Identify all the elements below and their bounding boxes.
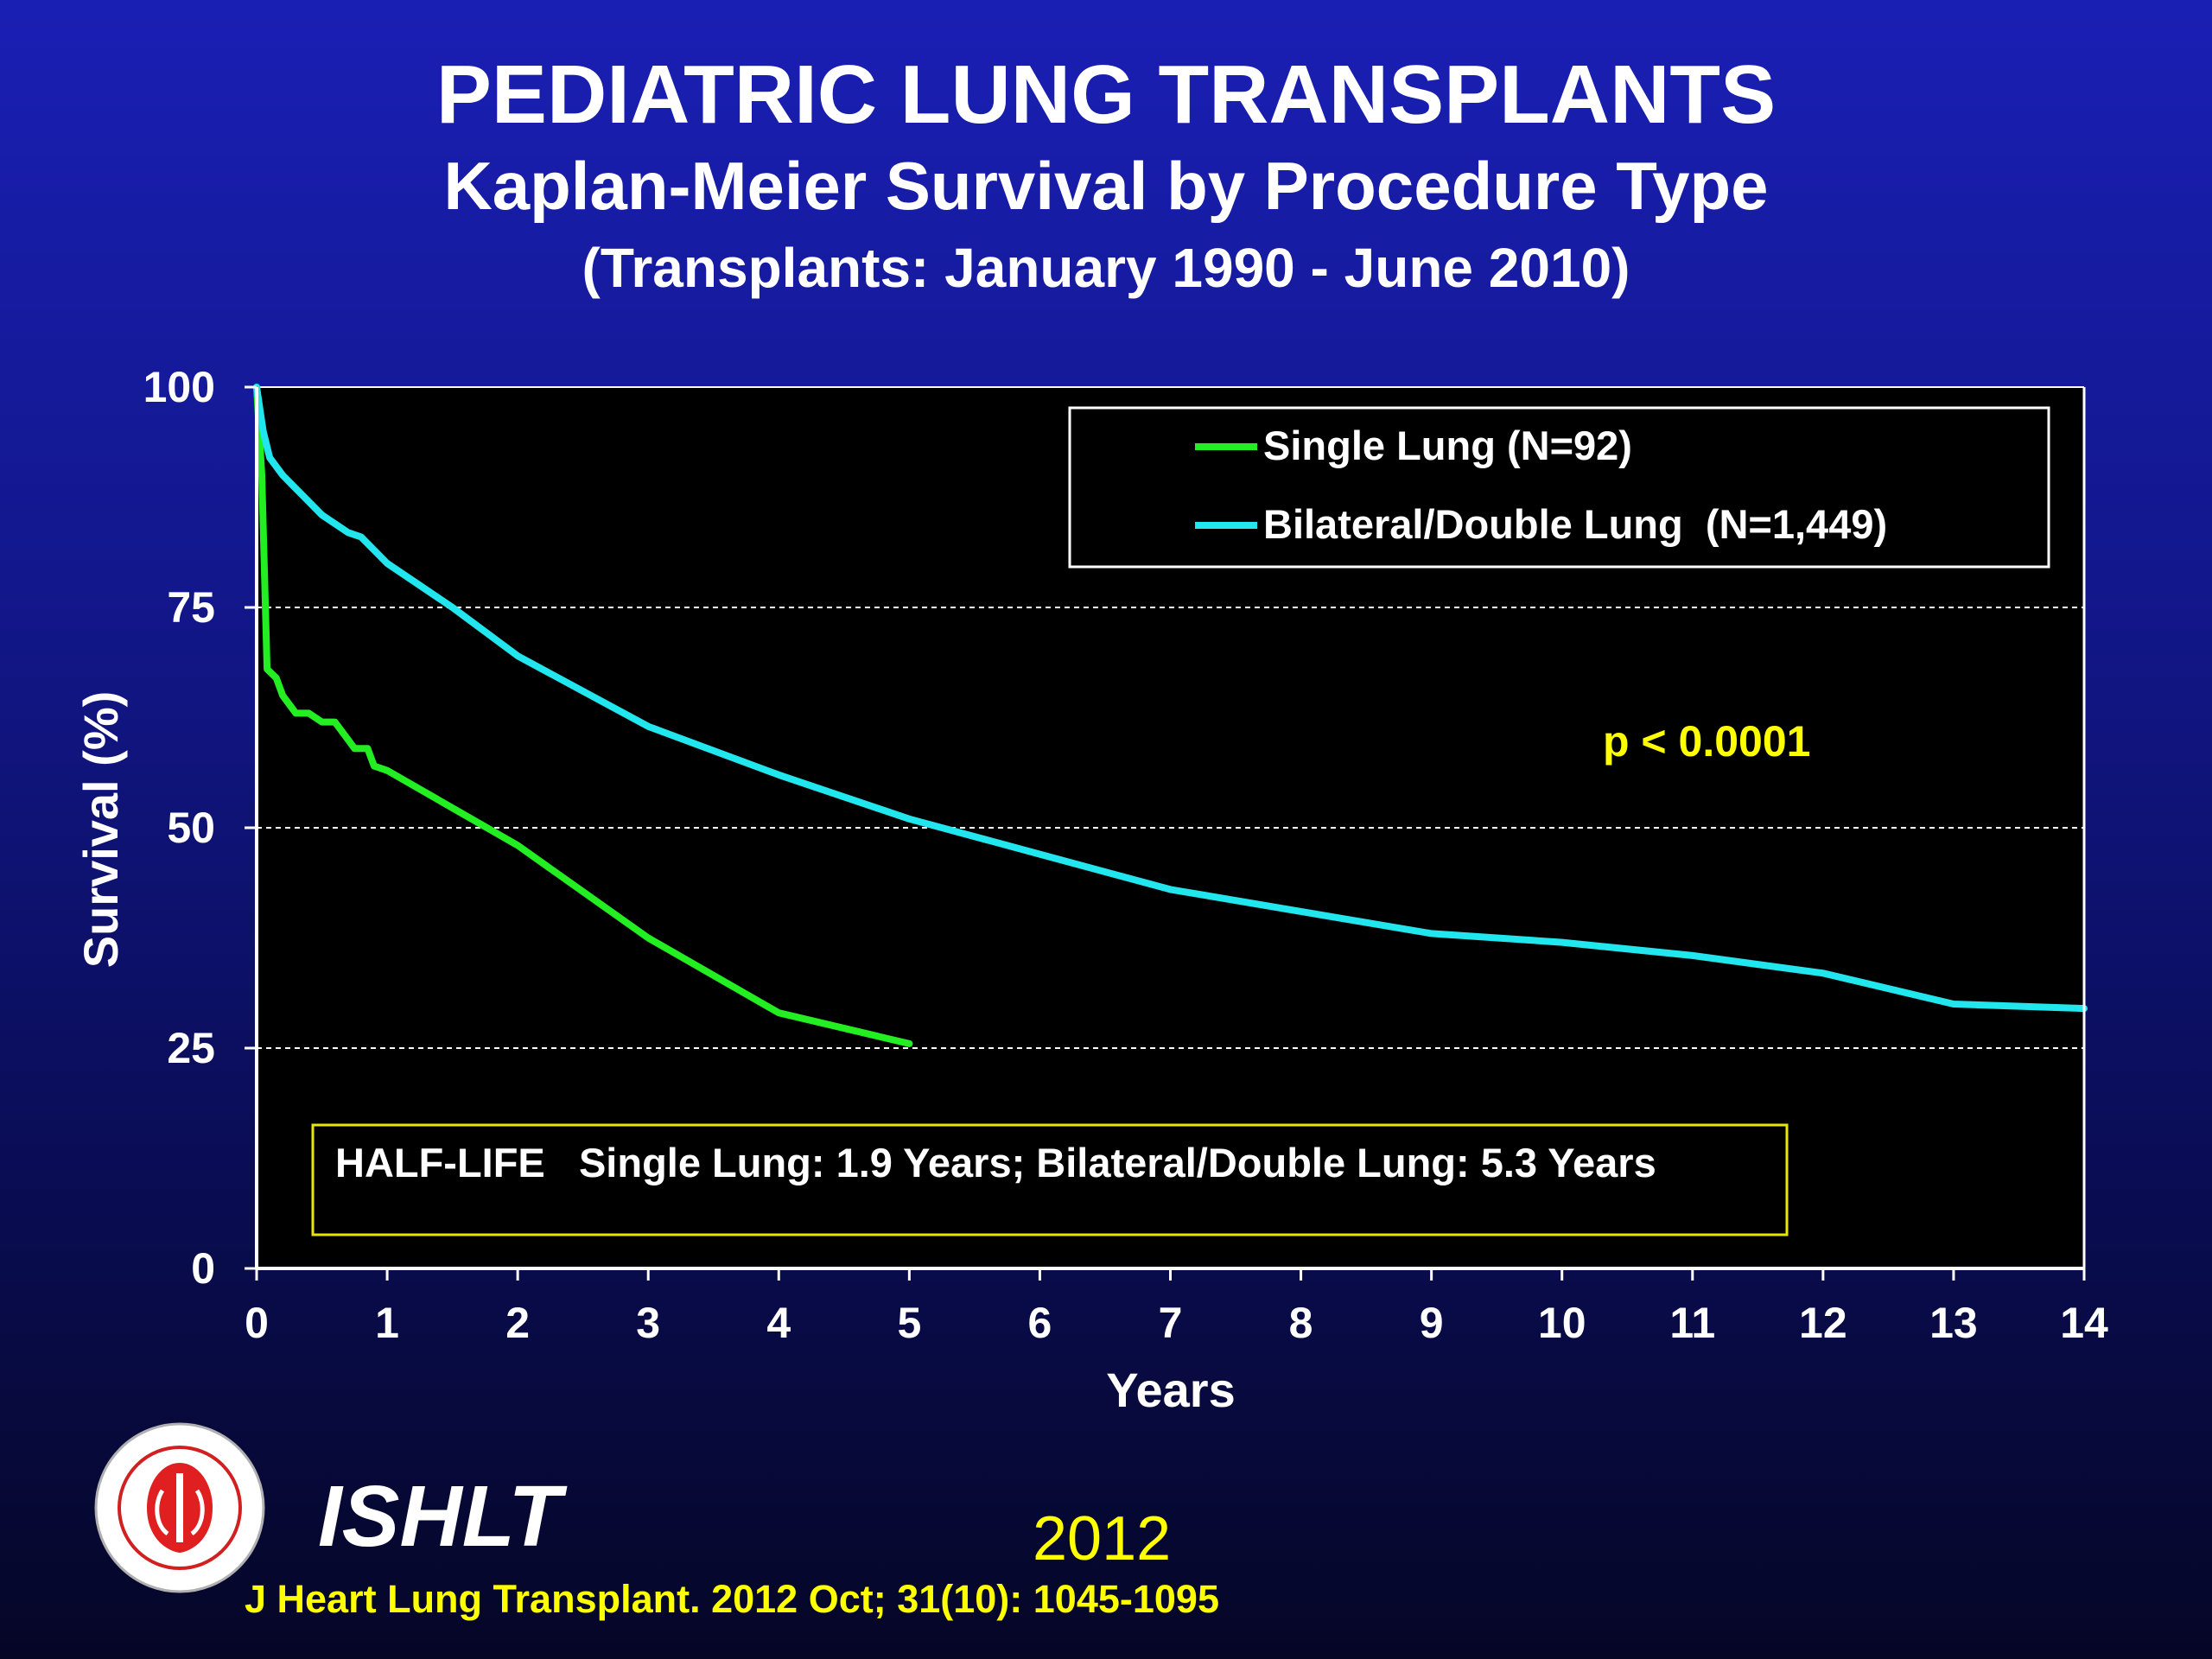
journal-citation: J Heart Lung Transplant. 2012 Oct; 31(10… xyxy=(245,1577,1219,1621)
x-tick-label: 9 xyxy=(1420,1299,1444,1347)
series-lines xyxy=(253,384,2088,1047)
slide-period: (Transplants: January 1990 - June 2010) xyxy=(582,237,1630,299)
y-tick-label: 0 xyxy=(191,1244,215,1293)
x-tick-label: 10 xyxy=(1538,1299,1586,1347)
legend: Single Lung (N=92) Bilateral/Double Lung… xyxy=(1068,406,2050,569)
x-tick-label: 2 xyxy=(505,1299,530,1347)
ishlt-logo xyxy=(94,1422,265,1593)
x-tick-label: 14 xyxy=(2060,1299,2108,1347)
y-tick-labels: 0 25 50 75 100 xyxy=(143,363,257,1293)
half-life-border xyxy=(311,1123,1789,1236)
y-tick-label: 100 xyxy=(143,363,215,411)
x-tick-label: 1 xyxy=(375,1299,399,1347)
x-tick-label: 12 xyxy=(1799,1299,1847,1347)
series-line-0 xyxy=(253,384,913,1047)
publication-year: 2012 xyxy=(1033,1504,1172,1573)
y-tick-label: 75 xyxy=(167,583,215,632)
x-tick-label: 6 xyxy=(1028,1299,1052,1347)
ishlt-wordmark: ISHLT xyxy=(318,1468,562,1565)
x-tick-label: 4 xyxy=(766,1299,791,1347)
title-block: PEDIATRIC LUNG TRANSPLANTS Kaplan-Meier … xyxy=(0,48,2212,307)
x-tick-label: 11 xyxy=(1669,1299,1715,1347)
x-tick-label: 8 xyxy=(1289,1299,1313,1347)
y-axis-label: Survival (%) xyxy=(73,691,128,969)
x-axis-label: Years xyxy=(1106,1363,1236,1417)
x-tick-label: 5 xyxy=(897,1299,921,1347)
grid-lines xyxy=(257,386,2084,1049)
y-tick-label: 50 xyxy=(167,804,215,852)
legend-label-bilateral-lung: Bilateral/Double Lung (N=1,449) xyxy=(1263,501,1887,547)
y-tick-label: 25 xyxy=(167,1024,215,1072)
slide-title: PEDIATRIC LUNG TRANSPLANTS xyxy=(435,48,1777,141)
x-tick-label: 0 xyxy=(245,1299,269,1347)
legend-box xyxy=(1068,406,2050,569)
x-tick-label: 7 xyxy=(1159,1299,1183,1347)
series-line-1 xyxy=(253,384,2088,1013)
slide-subtitle: Kaplan-Meier Survival by Procedure Type xyxy=(443,148,1769,224)
x-tick-label: 3 xyxy=(636,1299,660,1347)
p-value-annotation: p < 0.0001 xyxy=(1603,717,1810,766)
x-tick-labels: 0 1 2 3 4 5 6 7 8 9 10 11 12 13 14 xyxy=(245,1268,2108,1347)
legend-label-single-lung: Single Lung (N=92) xyxy=(1263,423,1632,468)
half-life-box: HALF-LIFE Single Lung: 1.9 Years; Bilate… xyxy=(311,1123,1789,1236)
half-life-text: HALF-LIFE Single Lung: 1.9 Years; Bilate… xyxy=(335,1140,1656,1185)
x-tick-label: 13 xyxy=(1929,1299,1978,1347)
